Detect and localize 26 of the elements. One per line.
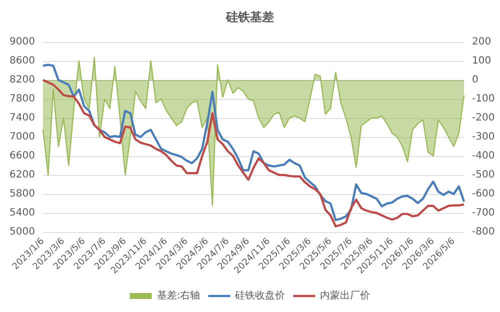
y2-tick-label: 200 bbox=[472, 36, 492, 48]
legend-label: 内蒙出厂价 bbox=[320, 290, 370, 302]
y-tick-label: 7400 bbox=[10, 112, 35, 124]
y2-tick-label: 0 bbox=[472, 74, 478, 86]
y-tick-label: 7000 bbox=[10, 132, 35, 142]
y2-tick-label: -700 bbox=[472, 208, 495, 218]
legend-label: 硅铁收盘价 bbox=[234, 290, 286, 302]
y-tick-label: 6200 bbox=[10, 170, 35, 180]
y-tick-label: 8200 bbox=[10, 74, 35, 86]
y-tick-label: 7800 bbox=[10, 94, 35, 104]
y2-tick-label: -800 bbox=[472, 226, 495, 238]
chart-title: 硅铁基差 bbox=[225, 10, 274, 24]
y-tick-label: 8600 bbox=[10, 56, 35, 66]
y2-tick-label: -600 bbox=[472, 188, 495, 200]
y2-tick-label: -300 bbox=[472, 132, 495, 142]
y-tick-label: 5400 bbox=[10, 208, 35, 218]
y-tick-label: 9000 bbox=[10, 36, 35, 48]
y2-tick-label: -500 bbox=[472, 170, 495, 180]
y2-tick-label: 100 bbox=[472, 56, 492, 66]
y2-tick-label: -200 bbox=[472, 112, 495, 124]
legend-label: 基差:右轴 bbox=[156, 290, 200, 302]
y2-tick-label: -100 bbox=[472, 94, 495, 104]
y-tick-label: 5800 bbox=[10, 188, 35, 200]
y2-tick-label: -400 bbox=[472, 150, 495, 162]
y-tick-label: 6600 bbox=[10, 150, 35, 162]
y-tick-label: 5000 bbox=[10, 226, 35, 238]
